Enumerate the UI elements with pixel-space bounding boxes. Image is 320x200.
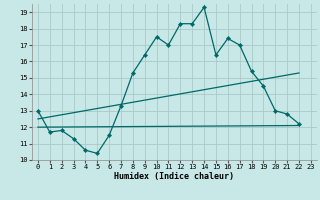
X-axis label: Humidex (Indice chaleur): Humidex (Indice chaleur) [115, 172, 234, 181]
